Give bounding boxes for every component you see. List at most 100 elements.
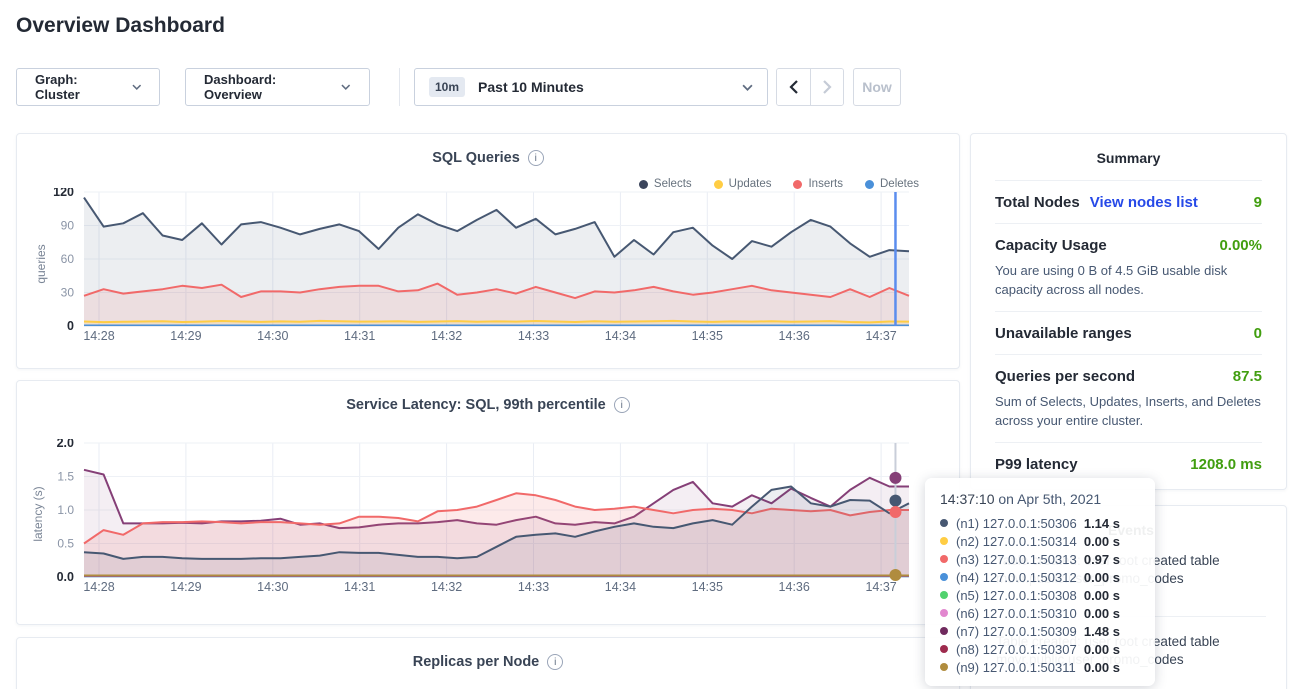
time-range-dropdown[interactable]: 10m Past 10 Minutes <box>414 68 768 106</box>
now-button[interactable]: Now <box>853 68 901 106</box>
svg-text:14:30: 14:30 <box>257 580 288 594</box>
svg-text:14:37: 14:37 <box>865 329 896 343</box>
tooltip-node-label: (n4) 127.0.0.1:50312 <box>956 570 1077 585</box>
chevron-down-icon <box>341 84 351 90</box>
tooltip-node-label: (n2) 127.0.0.1:50314 <box>956 534 1077 549</box>
series-dot-icon <box>940 645 948 653</box>
tooltip-node-label: (n6) 127.0.0.1:50310 <box>956 606 1077 621</box>
series-dot-icon <box>940 663 948 671</box>
summary-description: You are using 0 B of 4.5 GiB usable disk… <box>995 261 1262 299</box>
series-dot-icon <box>940 591 948 599</box>
tooltip-node-value: 0.97 s <box>1084 552 1120 567</box>
graph-dropdown-label: Graph: Cluster <box>35 72 122 102</box>
svg-text:14:32: 14:32 <box>431 580 462 594</box>
dashboard-dropdown-label: Dashboard: Overview <box>204 72 331 102</box>
summary-label: P99 latency <box>995 456 1078 473</box>
series-dot-icon <box>940 537 948 545</box>
svg-text:14:37: 14:37 <box>865 580 896 594</box>
tooltip-node-value: 0.00 s <box>1084 588 1120 603</box>
latency-tooltip-rows: (n1) 127.0.0.1:503061.14 s(n2) 127.0.0.1… <box>940 514 1140 676</box>
latency-hover-tooltip: 14:37:10 on Apr 5th, 2021 (n1) 127.0.0.1… <box>925 478 1155 686</box>
tooltip-node-value: 0.00 s <box>1084 606 1120 621</box>
svg-text:30: 30 <box>61 286 75 300</box>
page-title: Overview Dashboard <box>16 14 225 38</box>
summary-row-capacity: Capacity Usage 0.00% You are using 0 B o… <box>995 223 1262 311</box>
info-icon[interactable]: i <box>614 397 630 413</box>
view-nodes-list-link[interactable]: View nodes list <box>1090 194 1198 211</box>
tooltip-row: (n5) 127.0.0.1:50308 0.00 s <box>940 586 1140 604</box>
chart-title: Replicas per Node <box>413 654 540 670</box>
svg-text:14:28: 14:28 <box>83 329 114 343</box>
chart-title: Service Latency: SQL, 99th percentile <box>346 397 606 413</box>
toolbar-divider <box>399 68 400 106</box>
svg-text:14:35: 14:35 <box>692 329 723 343</box>
svg-text:14:33: 14:33 <box>518 329 549 343</box>
summary-value: 87.5 <box>1233 368 1262 385</box>
summary-value: 1208.0 ms <box>1190 456 1262 473</box>
svg-text:1.0: 1.0 <box>57 503 74 517</box>
tooltip-node-value: 0.00 s <box>1084 642 1120 657</box>
tooltip-node-label: (n1) 127.0.0.1:50306 <box>956 516 1077 531</box>
series-dot-icon <box>940 573 948 581</box>
time-step-buttons <box>776 68 844 106</box>
latency-chart[interactable]: 14:2814:2914:3014:3114:3214:3314:3414:35… <box>29 439 949 599</box>
tooltip-node-label: (n8) 127.0.0.1:50307 <box>956 642 1077 657</box>
sql-queries-chart[interactable]: 14:2814:2914:3014:3114:3214:3314:3414:35… <box>29 188 949 348</box>
svg-text:60: 60 <box>61 252 75 266</box>
svg-text:14:35: 14:35 <box>692 580 723 594</box>
summary-panel: Summary Total Nodes View nodes list 9 Ca… <box>970 133 1287 490</box>
svg-text:2.0: 2.0 <box>57 439 74 450</box>
dashboard-dropdown[interactable]: Dashboard: Overview <box>185 68 370 106</box>
svg-text:0.0: 0.0 <box>57 570 74 584</box>
chevron-down-icon <box>742 84 753 91</box>
graph-dropdown[interactable]: Graph: Cluster <box>16 68 160 106</box>
svg-text:14:29: 14:29 <box>170 329 201 343</box>
tooltip-row: (n8) 127.0.0.1:50307 0.00 s <box>940 640 1140 658</box>
info-icon[interactable]: i <box>528 150 544 166</box>
tooltip-node-value: 1.14 s <box>1084 516 1120 531</box>
tooltip-row: (n6) 127.0.0.1:50310 0.00 s <box>940 604 1140 622</box>
series-dot-icon <box>940 609 948 617</box>
tooltip-row: (n4) 127.0.0.1:503120.00 s <box>940 568 1140 586</box>
chart-title: SQL Queries <box>432 150 520 166</box>
summary-row-total-nodes: Total Nodes View nodes list 9 <box>995 180 1262 223</box>
tooltip-row: (n1) 127.0.0.1:50306 1.14 s <box>940 514 1140 532</box>
summary-value: 9 <box>1254 194 1262 211</box>
svg-text:14:36: 14:36 <box>779 329 810 343</box>
tooltip-row: (n7) 127.0.0.1:503091.48 s <box>940 622 1140 640</box>
tooltip-node-value: 0.00 s <box>1084 534 1120 549</box>
svg-text:14:28: 14:28 <box>83 580 114 594</box>
svg-text:14:33: 14:33 <box>518 580 549 594</box>
svg-text:120: 120 <box>53 188 74 199</box>
chevron-right-icon <box>823 80 832 94</box>
series-dot-icon <box>940 627 948 635</box>
tooltip-node-label: (n5) 127.0.0.1:50308 <box>956 588 1077 603</box>
info-icon[interactable]: i <box>547 654 563 670</box>
tooltip-node-label: (n9) 127.0.0.1:50311 <box>956 660 1076 675</box>
tooltip-node-label: (n7) 127.0.0.1:50309 <box>956 624 1077 639</box>
tooltip-timestamp: 14:37:10 on Apr 5th, 2021 <box>940 491 1140 507</box>
tooltip-node-label: (n3) 127.0.0.1:50313 <box>956 552 1077 567</box>
latency-card: Service Latency: SQL, 99th percentile i … <box>16 380 960 625</box>
svg-text:0.5: 0.5 <box>57 537 74 551</box>
svg-text:90: 90 <box>61 219 75 233</box>
svg-text:14:36: 14:36 <box>779 580 810 594</box>
summary-row-unavailable: Unavailable ranges 0 <box>995 311 1262 354</box>
prev-time-button[interactable] <box>777 69 810 105</box>
replicas-card: Replicas per Node i <box>16 637 960 689</box>
svg-text:1.5: 1.5 <box>57 470 74 484</box>
summary-description: Sum of Selects, Updates, Inserts, and De… <box>995 392 1262 430</box>
summary-value: 0.00% <box>1219 237 1262 254</box>
summary-row-qps: Queries per second 87.5 Sum of Selects, … <box>995 354 1262 442</box>
tooltip-row: (n2) 127.0.0.1:50314 0.00 s <box>940 532 1140 550</box>
time-range-label: Past 10 Minutes <box>478 79 742 95</box>
summary-title: Summary <box>995 150 1262 166</box>
svg-text:14:31: 14:31 <box>344 580 375 594</box>
summary-label: Queries per second <box>995 368 1135 385</box>
tooltip-row: (n9) 127.0.0.1:50311 0.00 s <box>940 658 1140 676</box>
summary-value: 0 <box>1254 325 1262 342</box>
svg-text:14:34: 14:34 <box>605 329 636 343</box>
next-time-button[interactable] <box>810 69 843 105</box>
summary-label: Unavailable ranges <box>995 325 1132 342</box>
tooltip-node-value: 0.00 s <box>1084 660 1120 675</box>
